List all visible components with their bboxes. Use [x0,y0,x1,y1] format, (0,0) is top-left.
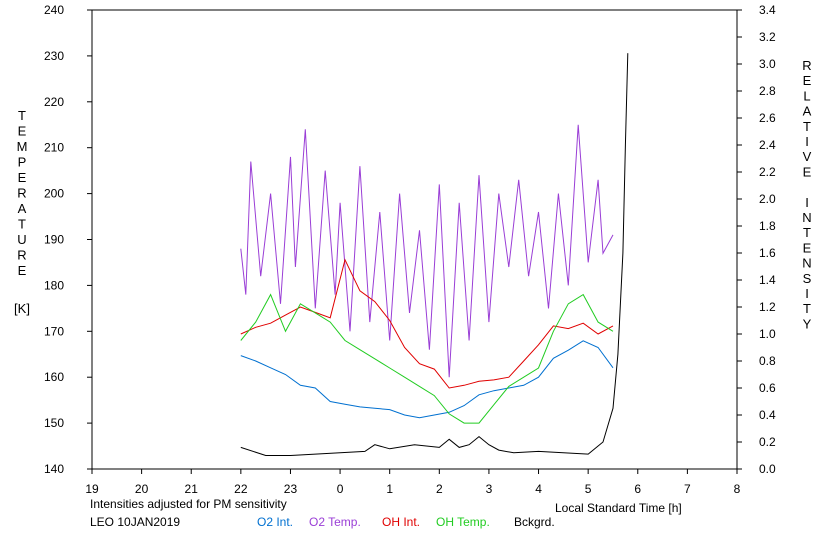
right-tick-label: 3.0 [759,57,776,71]
right-axis-letter: I [805,286,809,301]
right-axis-letter: V [803,149,812,164]
oh-temp-line [240,293,614,424]
left-tick-label: 180 [44,278,64,292]
right-tick-label: 0.4 [759,408,776,422]
right-axis-letter: A [803,104,812,119]
x-tick-label: 0 [337,482,344,496]
right-axis-letter: E [803,164,812,179]
left-axis-letter: E [18,124,27,139]
left-tick-label: 170 [44,324,64,338]
x-tick-label: 8 [734,482,741,496]
left-axis-ticks: 140 150 160 170 180 190 200 210 220 230 240 [44,3,92,476]
right-axis-letter: E [803,240,812,255]
right-axis-letter: E [803,73,812,88]
right-axis-letter: T [803,119,811,134]
right-tick-label: 1.4 [759,273,776,287]
right-tick-label: 1.6 [759,246,776,260]
right-axis-letter: Y [803,316,812,331]
series-group [240,53,629,456]
right-axis-letter: I [805,134,809,149]
right-tick-label: 2.2 [759,165,776,179]
left-tick-label: 210 [44,141,64,155]
right-tick-label: 2.8 [759,84,776,98]
x-tick-label: 5 [585,482,592,496]
x-tick-label: 6 [634,482,641,496]
right-tick-label: 1.0 [759,327,776,341]
left-axis-letter: T [18,217,26,232]
left-axis-letter: E [18,170,27,185]
right-axis-letter: L [803,88,810,103]
oh-int-line [240,258,614,389]
left-tick-label: 240 [44,3,64,17]
left-tick-label: 150 [44,416,64,430]
right-tick-label: 0.8 [759,354,776,368]
left-axis-letter: A [18,201,27,216]
x-tick-label: 23 [284,482,298,496]
legend-o2-temp: O2 Temp. [309,515,361,529]
x-tick-label: 7 [684,482,691,496]
right-axis-letter: R [802,58,811,73]
left-axis-letter: U [17,232,26,247]
x-axis-label: Local Standard Time [h] [555,501,682,515]
right-axis-ticks: 0.0 0.2 0.4 0.6 0.8 1.0 1.2 1.4 1.6 1.8 2.0 2.2 2.4 2… [737,3,776,476]
x-tick-label: 4 [535,482,542,496]
left-tick-label: 160 [44,370,64,384]
x-tick-label: 3 [486,482,493,496]
legend-oh-int: OH Int. [382,515,420,529]
left-tick-label: 220 [44,95,64,109]
right-axis-letter: S [803,271,812,286]
right-tick-label: 2.6 [759,111,776,125]
station-date: LEO 10JAN2019 [90,515,180,529]
right-axis-letter: I [805,195,809,210]
x-tick-label: 2 [436,482,443,496]
o2-int-line [240,340,614,419]
left-axis-letter: P [18,155,27,170]
x-tick-label: 20 [135,482,149,496]
note-text: Intensities adjusted for PM sensitivity [90,497,287,511]
right-axis-letter: T [803,301,811,316]
right-axis-letter: N [802,256,811,271]
right-tick-label: 3.2 [759,30,776,44]
right-tick-label: 0.0 [759,462,776,476]
left-tick-label: 230 [44,49,64,63]
left-axis-letter: E [18,263,27,278]
left-axis-letter: R [17,248,26,263]
right-tick-label: 0.6 [759,381,776,395]
x-tick-label: 19 [85,482,99,496]
left-tick-label: 140 [44,462,64,476]
right-tick-label: 1.2 [759,300,776,314]
legend-oh-temp: OH Temp. [436,515,490,529]
left-axis-letter: T [18,108,26,123]
left-tick-label: 190 [44,233,64,247]
right-axis-letter: T [803,225,811,240]
left-axis-unit: [K] [14,301,30,316]
left-axis-letter: R [17,186,26,201]
plot-frame [91,9,738,470]
x-tick-label: 21 [185,482,199,496]
right-tick-label: 2.0 [759,192,776,206]
right-tick-label: 3.4 [759,3,776,17]
o2-temp-line [240,124,614,378]
x-axis-ticks: 19 20 21 22 23 0 1 2 3 4 5 6 7 8 [85,469,741,496]
x-tick-label: 1 [386,482,393,496]
left-tick-label: 200 [44,187,64,201]
x-tick-label: 22 [234,482,248,496]
legend-bckgrd: Bckgrd. [514,515,555,529]
right-axis-letter: N [802,210,811,225]
right-tick-label: 2.4 [759,138,776,152]
legend-o2-int: O2 Int. [257,515,293,529]
right-tick-label: 0.2 [759,435,776,449]
left-axis-letter: M [17,139,28,154]
right-tick-label: 1.8 [759,219,776,233]
background-line [240,53,629,456]
